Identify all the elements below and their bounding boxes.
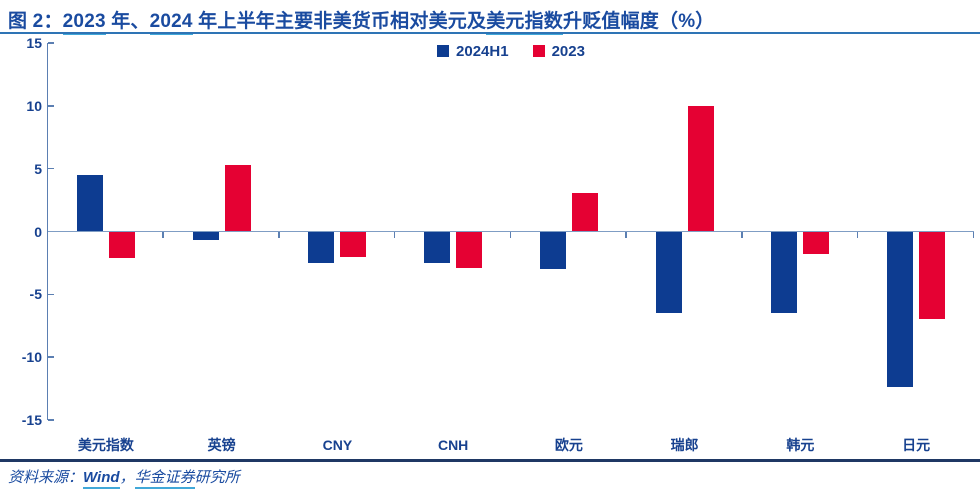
title-text-1: 年、 [105,11,150,32]
y-tick-label: 10 [26,97,42,114]
bar-2023-5 [687,105,714,232]
legend-label: 2023 [551,42,585,60]
source-comma: ， [119,469,135,486]
bar-2024H1-2 [308,231,335,263]
bar-2024H1-1 [192,231,219,241]
y-tick-label: 15 [26,35,42,51]
x-category-label: CNY [322,437,353,453]
title-text-3: 升贬值幅度（%） [563,11,715,32]
bar-2023-1 [224,164,251,232]
y-tick-label: 0 [34,223,42,240]
x-category-label: 韩元 [786,437,815,453]
bar-2024H1-5 [655,231,682,314]
x-axis-tick [162,232,164,239]
title-year-2023: 2023 [62,11,106,35]
zero-line [48,230,974,233]
bar-2024H1-6 [771,231,798,314]
y-tick-label: -5 [29,286,42,303]
x-axis-tick [393,232,396,239]
x-category-label: 欧元 [554,437,583,453]
legend-item-2023: 2023 [532,42,585,60]
bar-2023-4 [571,192,598,232]
bar-2024H1-4 [539,231,566,270]
source-prefix: 资料来源： [8,469,84,486]
y-axis-tick [48,105,54,107]
x-category-label: 英镑 [207,437,236,453]
x-category-label: 瑞郎 [670,437,699,453]
y-axis-tick [48,167,54,170]
y-axis-tick [48,356,54,358]
bar-2023-2 [340,231,367,257]
x-axis-tick [856,232,859,239]
title-year-2024: 2024 [149,11,193,35]
title-divider [0,32,980,34]
y-axis-tick [48,419,54,421]
y-tick-label: 5 [34,160,42,177]
y-axis-tick [48,293,54,296]
bar-2023-0 [108,231,135,258]
title-text-2: 年上半年主要非美货币相对美元及 [192,11,487,32]
x-category-label: 美元指数 [77,437,134,453]
chart-legend: 2024H1 2023 [48,42,974,60]
y-axis-line [46,43,48,420]
y-tick-label: -10 [21,349,42,366]
source-note: 资料来源：Wind，华金证券研究所 [8,466,240,489]
legend-swatch-icon [437,45,450,57]
title-usd-index: 美元指数 [486,11,563,35]
legend-label: 2024H1 [456,42,509,60]
legend-item-2024H1: 2024H1 [437,43,509,60]
bar-2023-6 [803,231,830,255]
x-axis-tick [509,232,511,239]
source-divider [0,459,980,462]
bar-2024H1-0 [76,174,103,232]
source-link-wind[interactable]: Wind [83,469,120,489]
x-category-label: 日元 [902,437,931,453]
y-axis-tick [48,42,54,44]
x-axis-tick [741,232,743,239]
bar-2023-7 [919,231,946,320]
bar-2024H1-3 [424,231,451,263]
source-suffix: 研究所 [194,469,240,486]
x-axis-tick [625,232,627,239]
legend-swatch-icon [532,45,545,57]
x-category-label: CNH [437,437,469,453]
figure-number: 图 2： [8,11,63,32]
figure-title: 图 2：2023 年、2024 年上半年主要非美货币相对美元及美元指数升贬值幅度… [8,6,972,35]
bar-2024H1-7 [887,231,914,388]
x-axis-tick [278,232,280,239]
bar-2023-3 [456,231,483,268]
source-link-huajin[interactable]: 华金证券 [134,469,195,489]
x-axis-tick [972,232,974,239]
y-tick-label: -15 [21,412,42,428]
